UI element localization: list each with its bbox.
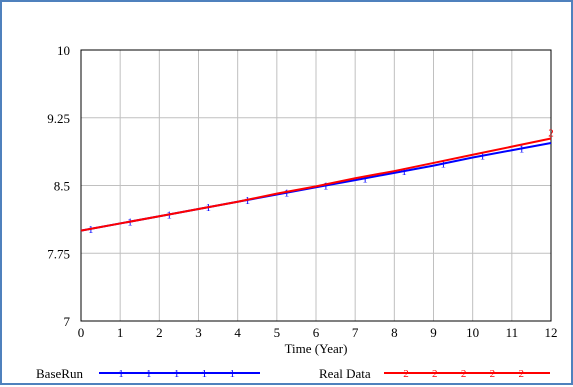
data-marker: 1 — [441, 159, 447, 171]
legend-marker: 1 — [146, 368, 152, 380]
x-tick-label: 9 — [430, 325, 437, 340]
x-tick-label: 6 — [313, 325, 320, 340]
data-marker: 1 — [323, 181, 329, 193]
x-tick-label: 8 — [391, 325, 398, 340]
legend-marker: 2 — [432, 368, 438, 380]
x-tick-label: 3 — [195, 325, 202, 340]
legend-marker: 1 — [118, 368, 124, 380]
legend-marker: 1 — [202, 368, 208, 380]
x-tick-label: 1 — [117, 325, 124, 340]
legend-marker: 2 — [461, 368, 467, 380]
legend-marker: 1 — [229, 368, 235, 380]
x-axis-label: Time (Year) — [285, 341, 348, 356]
x-tick-label: 2 — [156, 325, 163, 340]
plot-area — [80, 49, 552, 322]
data-marker: 1 — [245, 195, 251, 207]
legend-marker: 1 — [174, 368, 180, 380]
legend-label-real-data: Real Data — [319, 366, 371, 381]
legend-label-baserun: BaseRun — [36, 366, 83, 381]
legend-marker: 2 — [403, 368, 409, 380]
y-tick-label: 7 — [64, 314, 71, 329]
x-tick-label: 7 — [352, 325, 359, 340]
series-line-real-data — [80, 137, 552, 232]
data-marker: 1 — [362, 173, 368, 185]
y-tick-label: 7.75 — [47, 246, 70, 261]
x-tick-label: 11 — [506, 325, 519, 340]
x-tick-label: 5 — [274, 325, 281, 340]
y-tick-label: 10 — [57, 43, 70, 58]
x-tick-label: 12 — [545, 325, 558, 340]
legend-marker: 2 — [518, 368, 524, 380]
legend-marker: 2 — [490, 368, 496, 380]
y-tick-label: 8.5 — [54, 179, 70, 194]
data-marker: 2 — [548, 128, 554, 140]
x-tick-label: 10 — [466, 325, 479, 340]
data-marker: 1 — [284, 188, 290, 200]
y-tick-label: 9.25 — [47, 111, 70, 126]
x-tick-label: 0 — [78, 325, 85, 340]
data-marker: 1 — [519, 143, 525, 155]
x-tick-label: 4 — [234, 325, 241, 340]
data-marker: 1 — [480, 151, 486, 163]
data-marker: 1 — [401, 166, 407, 178]
